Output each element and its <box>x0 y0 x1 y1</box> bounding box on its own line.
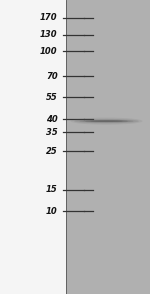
Text: 15: 15 <box>46 185 58 194</box>
Text: 40: 40 <box>46 115 58 123</box>
Ellipse shape <box>70 118 142 125</box>
Text: 70: 70 <box>46 72 58 81</box>
Ellipse shape <box>80 120 134 122</box>
Text: 10: 10 <box>46 207 58 216</box>
Bar <box>66 0 150 294</box>
Ellipse shape <box>74 119 139 123</box>
Ellipse shape <box>85 120 128 122</box>
Text: 170: 170 <box>40 13 58 22</box>
Bar <box>0 0 66 294</box>
Text: 100: 100 <box>40 47 58 56</box>
Text: 130: 130 <box>40 30 58 39</box>
Text: 55: 55 <box>46 93 58 101</box>
Ellipse shape <box>90 121 123 122</box>
Text: 25: 25 <box>46 147 58 156</box>
Text: 35: 35 <box>46 128 58 137</box>
